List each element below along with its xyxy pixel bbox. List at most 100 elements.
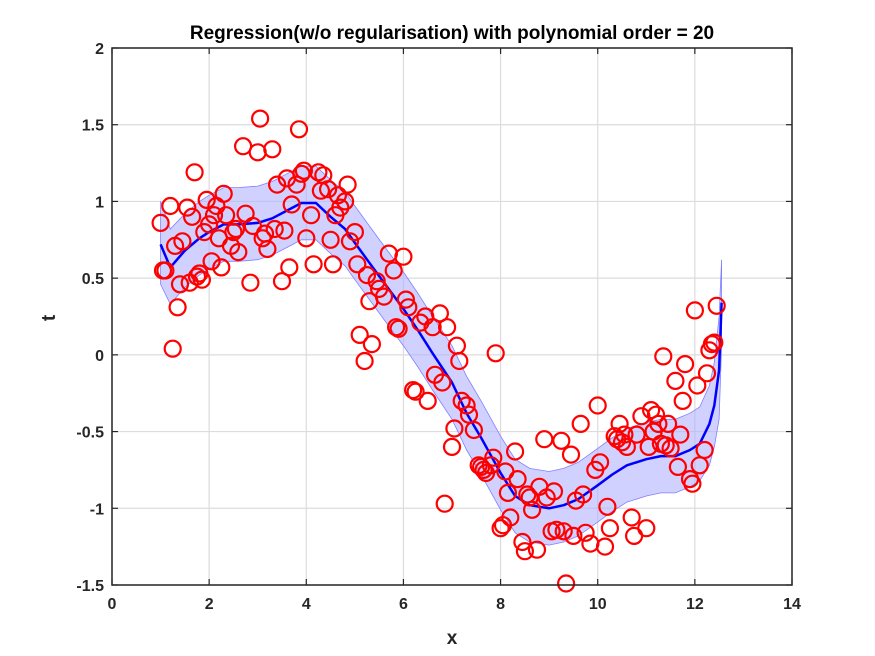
y-tick-label: 2 — [95, 41, 104, 58]
data-point — [251, 109, 270, 128]
data-point — [486, 344, 505, 363]
data-point — [357, 266, 377, 285]
data-point — [212, 258, 231, 277]
y-axis-label: t — [39, 314, 60, 321]
data-point — [355, 351, 374, 371]
data-point — [268, 175, 287, 194]
data-point — [275, 221, 294, 240]
data-point — [450, 351, 469, 371]
x-tick-label: 6 — [399, 596, 408, 613]
data-point — [423, 318, 442, 337]
x-tick-label: 4 — [302, 596, 311, 613]
data-point — [430, 304, 449, 323]
data-point — [610, 414, 629, 433]
plot-area — [112, 48, 792, 585]
data-point — [675, 355, 695, 374]
data-point — [168, 298, 187, 317]
data-point — [617, 437, 637, 456]
data-point — [501, 508, 520, 527]
y-tick-label: -0.5 — [76, 425, 104, 442]
data-point — [200, 215, 219, 234]
x-tick-label: 0 — [108, 596, 117, 613]
data-point — [289, 120, 309, 139]
data-point — [484, 448, 503, 467]
x-tick-label: 14 — [783, 596, 801, 613]
data-point — [649, 414, 668, 433]
data-point — [535, 430, 554, 449]
data-point — [671, 425, 690, 444]
data-point — [399, 298, 418, 317]
data-point — [418, 391, 437, 410]
data-point — [348, 255, 367, 274]
data-point — [552, 431, 571, 450]
data-point — [588, 396, 607, 415]
data-point — [384, 261, 403, 280]
data-point — [263, 140, 282, 159]
data-point — [387, 318, 406, 337]
data-point — [632, 407, 651, 426]
data-point — [573, 485, 593, 504]
data-point — [202, 252, 221, 271]
data-point — [612, 433, 632, 452]
data-points — [151, 109, 726, 593]
data-point — [522, 500, 542, 519]
fit-curve — [159, 201, 723, 510]
data-point — [217, 206, 236, 225]
x-tick-label: 12 — [686, 596, 704, 613]
data-point — [442, 437, 462, 456]
data-point — [282, 195, 301, 214]
data-point — [595, 537, 615, 556]
data-point — [637, 519, 656, 538]
data-point — [445, 419, 464, 438]
data-point — [622, 508, 641, 527]
data-point — [280, 258, 299, 277]
data-point — [600, 519, 620, 538]
data-point — [515, 542, 535, 561]
data-point — [265, 219, 284, 239]
data-point — [544, 482, 564, 501]
data-point — [411, 313, 430, 332]
data-point — [185, 163, 204, 182]
x-axis-label: x — [447, 628, 458, 649]
data-point — [564, 526, 583, 546]
data-point — [554, 522, 573, 541]
data-point — [197, 190, 216, 209]
data-point — [374, 287, 394, 306]
data-point — [661, 439, 680, 458]
data-point — [576, 523, 595, 542]
data-point — [224, 223, 243, 242]
data-point — [173, 232, 192, 251]
y-tick-label: 1 — [95, 194, 104, 211]
data-point — [705, 333, 724, 352]
fit-line — [159, 201, 723, 510]
data-point — [340, 232, 360, 251]
data-point — [183, 207, 202, 226]
data-point — [472, 457, 491, 476]
data-point — [396, 290, 415, 309]
data-point — [673, 391, 692, 410]
data-point — [561, 445, 581, 464]
data-point — [438, 318, 457, 337]
data-point — [688, 376, 707, 395]
data-point — [338, 175, 357, 194]
data-point — [598, 497, 617, 516]
data-point — [654, 347, 673, 366]
data-point — [571, 414, 590, 433]
data-point — [214, 184, 233, 203]
data-point — [345, 223, 364, 242]
data-point — [433, 373, 452, 392]
data-point — [590, 453, 610, 472]
data-point — [695, 440, 714, 460]
data-point — [294, 161, 313, 180]
data-point — [204, 206, 224, 225]
data-point — [498, 483, 517, 502]
axes-box — [111, 47, 793, 586]
data-point — [627, 425, 646, 444]
data-point — [513, 532, 532, 552]
data-point — [646, 405, 666, 424]
data-point — [685, 301, 705, 320]
data-point — [707, 296, 726, 315]
data-point — [491, 519, 510, 538]
data-point — [394, 247, 413, 266]
data-point — [292, 164, 311, 183]
